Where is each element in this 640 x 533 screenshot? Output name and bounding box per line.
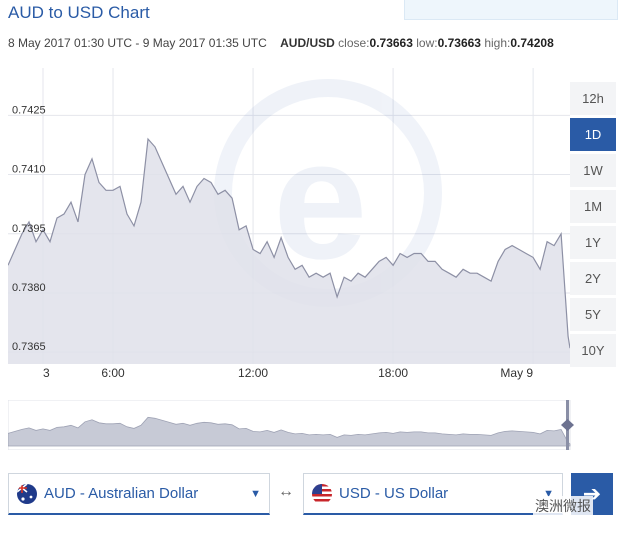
swap-currencies-icon[interactable]: ↔ [278, 483, 294, 500]
page-title: AUD to USD Chart [8, 3, 150, 22]
range-button-1w[interactable]: 1W [570, 154, 616, 187]
x-tick-label: 12:00 [238, 366, 268, 380]
chevron-down-icon[interactable]: ▼ [250, 488, 261, 500]
x-tick-label: 3 [43, 366, 50, 380]
x-tick-label: May 9 [500, 366, 533, 380]
usa-flag-icon [312, 483, 332, 504]
price-chart[interactable]: e 0.7425 0.7410 0.7395 0.7380 0.7365 3 6:00 12… [7, 68, 571, 380]
x-tick-label: 18:00 [378, 366, 408, 380]
y-tick-label: 0.7380 [12, 282, 46, 294]
chart-line [7, 137, 571, 349]
chart-navigator[interactable] [7, 399, 574, 451]
close-value: 0.73663 [369, 36, 413, 50]
range-button-5y[interactable]: 5Y [570, 298, 616, 331]
y-tick-label: 0.7365 [12, 341, 46, 353]
close-label: close: [338, 36, 370, 50]
australia-flag-icon [17, 483, 37, 504]
high-label: high: [484, 36, 511, 50]
low-label: low: [416, 36, 438, 50]
to-currency-select[interactable]: USD - US Dollar ▼ [303, 473, 563, 515]
y-tick-label: 0.7395 [12, 223, 46, 235]
low-value: 0.73663 [437, 36, 481, 50]
header-panel [404, 0, 618, 20]
from-currency-select[interactable]: AUD - Australian Dollar ▼ [8, 473, 270, 515]
range-button-2y[interactable]: 2Y [570, 262, 616, 295]
range-button-1d[interactable]: 1D [570, 118, 616, 151]
range-button-12h[interactable]: 12h [570, 82, 616, 115]
range-button-1y[interactable]: 1Y [570, 226, 616, 259]
currency-pair-label: AUD/USD [280, 36, 335, 50]
y-tick-label: 0.7410 [12, 164, 46, 176]
y-tick-label: 0.7425 [12, 104, 46, 116]
chart-area [8, 139, 570, 364]
quote-summary: 8 May 2017 01:30 UTC - 9 May 2017 01:35 … [8, 36, 554, 50]
high-value: 0.74208 [510, 36, 554, 50]
from-currency-label: AUD - Australian Dollar [44, 485, 199, 502]
range-button-10y[interactable]: 10Y [570, 334, 616, 367]
time-range-selector: 12h 1D 1W 1M 1Y 2Y 5Y 10Y [570, 82, 616, 370]
chevron-down-icon[interactable]: ▼ [543, 488, 554, 500]
date-range-text: 8 May 2017 01:30 UTC - 9 May 2017 01:35 … [8, 36, 267, 50]
to-currency-label: USD - US Dollar [339, 485, 449, 502]
range-button-1m[interactable]: 1M [570, 190, 616, 223]
navigator-area [7, 416, 571, 447]
wechat-watermark: 澳洲微报 [533, 496, 593, 516]
x-tick-label: 6:00 [101, 366, 125, 380]
navigator-handle-right[interactable] [561, 400, 574, 450]
